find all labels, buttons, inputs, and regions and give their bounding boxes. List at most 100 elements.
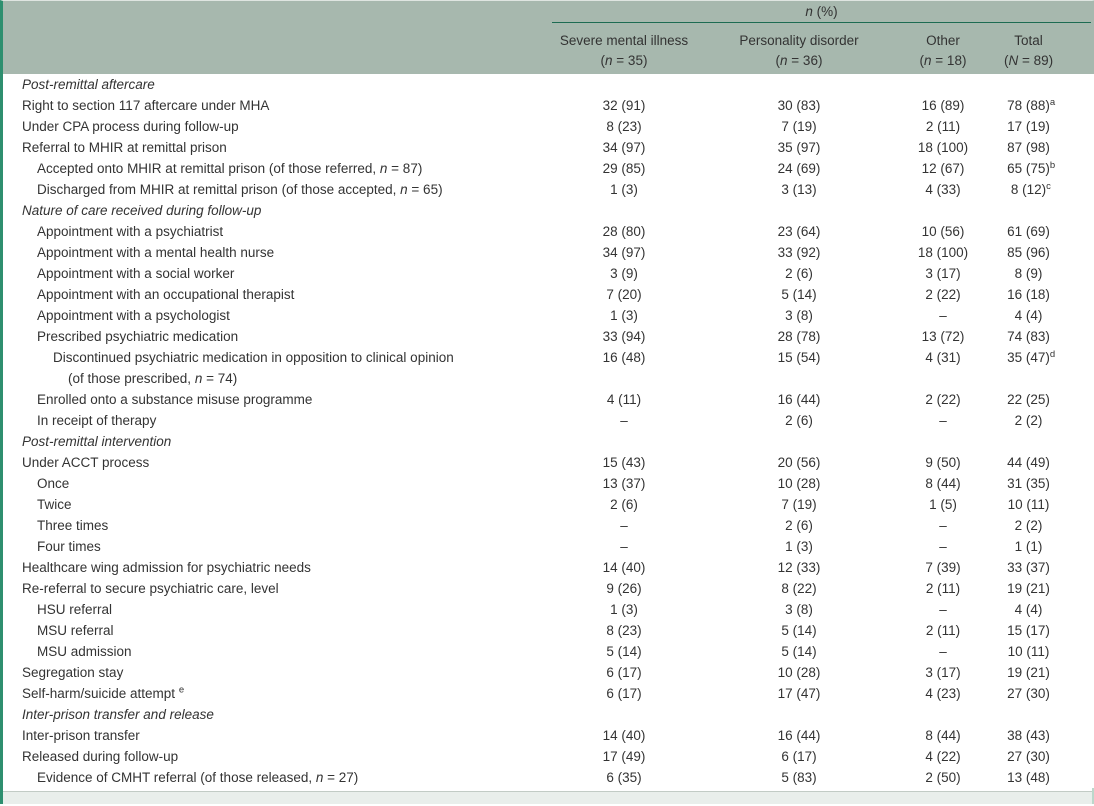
cell-value: 61 (69): [1007, 224, 1050, 239]
cell-value: [988, 74, 1094, 95]
cell-value: 15 (43): [602, 455, 646, 470]
cell-value: 2 (6): [785, 518, 813, 533]
cell-value: 8 (23): [606, 119, 642, 134]
cell-value: 34 (97): [602, 140, 646, 155]
section-label: Post-remittal intervention: [22, 434, 172, 449]
table-row: In receipt of therapy – 2 (6) – 2 (2): [3, 410, 1094, 431]
cell-value: 4 (4): [1014, 308, 1043, 323]
cell-value: 9 (26): [606, 581, 642, 596]
cell-value: [898, 74, 988, 95]
cell-value: 12 (67): [921, 161, 965, 176]
cell-value: 1 (3): [785, 539, 813, 554]
row-label: Three times: [37, 518, 109, 533]
row-label: Evidence of CMHT referral (of those rele…: [37, 770, 359, 785]
cell-value: [988, 431, 1094, 452]
cell-value: 30 (83): [777, 98, 821, 113]
cell-value: 15 (54): [777, 350, 821, 365]
cell-value: 23 (64): [777, 224, 821, 239]
cell-value: 3 (8): [785, 602, 813, 617]
table-row: Appointment with an occupational therapi…: [3, 284, 1094, 305]
cell-value: 5 (14): [781, 623, 817, 638]
cell-value: 5 (14): [781, 287, 817, 302]
cell-value: 2 (2): [1014, 413, 1043, 428]
column-header-severe-mental-illness: Severe mental illness (n = 35): [548, 23, 700, 74]
table-row: Twice 2 (6) 7 (19) 1 (5) 10 (11): [3, 494, 1094, 515]
column-name: Personality disorder: [739, 33, 859, 48]
row-label: Four times: [37, 539, 101, 554]
column-sample-size: (n = 36): [775, 53, 823, 68]
table-row: Referral to MHIR at remittal prison 34 (9…: [3, 137, 1094, 158]
cell-value: 6 (35): [606, 770, 642, 785]
cell-value: 20 (56): [777, 455, 821, 470]
n-pct-label-pct: (%): [816, 4, 838, 19]
cell-value: 65 (75)b: [1007, 159, 1056, 176]
table-row: Self-harm/suicide attempt e 6 (17) 17 (47)…: [3, 683, 1094, 704]
cell-value: 35 (47)d: [1007, 348, 1056, 365]
cell-value: [548, 74, 700, 95]
section-row: Inter-prison transfer and release: [3, 704, 1094, 725]
row-label: HSU referral: [37, 602, 113, 617]
table-row: Once 13 (37) 10 (28) 8 (44) 31 (35): [3, 473, 1094, 494]
table-row: MSU referral 8 (23) 5 (14) 2 (11) 15 (17): [3, 620, 1094, 641]
column-header-total: Total (N = 89): [988, 23, 1094, 74]
cell-value: 24 (69): [777, 161, 821, 176]
cell-value: 16 (44): [777, 392, 821, 407]
cell-value: 2 (50): [925, 770, 961, 785]
table-row: Under CPA process during follow-up 8 (23)…: [3, 116, 1094, 137]
column-header-other: Other (n = 18): [898, 23, 988, 74]
cell-value: 2 (6): [785, 413, 813, 428]
cell-value: 29 (85): [602, 161, 646, 176]
table-row: Appointment with a social worker 3 (9) 2 (…: [3, 263, 1094, 284]
row-label: Under ACCT process: [22, 455, 150, 470]
cell-value: [548, 431, 700, 452]
table-row: Right to section 117 aftercare under MHA…: [3, 95, 1094, 116]
table-row: Prescribed psychiatric medication 33 (94)…: [3, 326, 1094, 347]
row-label: MSU admission: [37, 644, 132, 659]
cell-value: 10 (28): [777, 476, 821, 491]
cell-value: 15 (17): [1007, 623, 1050, 638]
cell-value: 2 (6): [785, 266, 813, 281]
data-table: n (%) Severe mental illness (n = 35) Perso…: [3, 1, 1094, 788]
cell-value: 44 (49): [1007, 455, 1050, 470]
cell-value: 34 (97): [602, 245, 646, 260]
cell-value: 1 (3): [610, 602, 638, 617]
row-label: Appointment with a psychologist: [37, 308, 230, 323]
cell-value: [700, 200, 898, 221]
cell-value: 3 (8): [785, 308, 813, 323]
cell-value: –: [620, 539, 628, 554]
column-header-row: Severe mental illness (n = 35) Personality…: [3, 23, 1094, 74]
cell-value: –: [620, 518, 628, 533]
cell-value: 5 (14): [781, 644, 817, 659]
n-pct-header-row: n (%): [3, 1, 1094, 23]
cell-value: –: [939, 602, 947, 617]
cell-value: –: [939, 308, 947, 323]
cell-value: 2 (11): [925, 119, 961, 134]
row-label: Enrolled onto a substance misuse program…: [37, 392, 313, 407]
cell-value: 3 (17): [925, 665, 961, 680]
cell-value: –: [939, 413, 947, 428]
cell-value: 32 (91): [602, 98, 646, 113]
cell-value: 78 (88)a: [1007, 96, 1056, 113]
column-name: Other: [926, 33, 960, 48]
table-row: Appointment with a psychologist 1 (3) 3 (8…: [3, 305, 1094, 326]
table-row: Appointment with a mental health nurse 34…: [3, 242, 1094, 263]
cell-value: 17 (47): [777, 686, 821, 701]
row-label: Under CPA process during follow-up: [22, 119, 239, 134]
cell-value: 33 (92): [777, 245, 821, 260]
n-pct-rule: n (%): [552, 3, 1092, 23]
table-row: Re-referral to secure psychiatric care, …: [3, 578, 1094, 599]
table-row: Three times – 2 (6) – 2 (2): [3, 515, 1094, 536]
cell-value: 4 (33): [925, 182, 961, 197]
cell-value: 14 (40): [602, 728, 646, 743]
row-label: Right to section 117 aftercare under MHA: [22, 98, 270, 113]
cell-value: 4 (4): [1014, 602, 1043, 617]
cell-value: 1 (3): [610, 308, 638, 323]
column-sample-size: (N = 89): [1003, 53, 1054, 68]
table-body: Post-remittal aftercare Right to section …: [3, 74, 1094, 788]
cell-value: 8 (44): [925, 728, 961, 743]
cell-value: 5 (83): [781, 770, 817, 785]
row-label: Inter-prison transfer: [22, 728, 140, 743]
cell-value: 12 (33): [777, 560, 821, 575]
cell-value: 7 (39): [925, 560, 961, 575]
